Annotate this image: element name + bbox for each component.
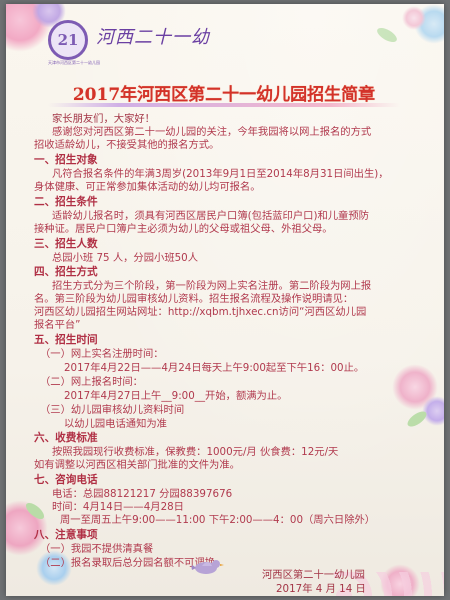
body-line: 按照我园现行收费标准，保教费：1000元/月 伙食费：12元/天 [52,446,339,458]
body-line: 身体健康、可正常参加集体活动的幼儿均可报名。 [34,181,261,193]
phone-line: 电话：总园88121217 分园88397676 [52,488,233,500]
body-line: 名。第三阶段为幼儿园审核幼儿资料。招生报名流程及操作说明请见： [34,293,354,305]
body-line: 周一至周五上午9:00——11:00 下午2:00——4：00（周六日除外） [60,514,376,526]
title-underline [48,103,400,107]
sub-item: （一）我园不提供清真餐 [40,543,154,555]
intro-line: 招收适龄幼儿，不接受其他的报名方式。 [34,139,220,151]
intro-line: 感谢您对河西区第二十一幼儿园的关注，今年我园将以网上报名的方式 [52,126,372,138]
page-title: 2017年河西区第二十一幼儿园招生简章 [72,85,376,105]
sub-item: （二）报名录取后总分园名额不可调换 [40,557,216,569]
website-line: 河西区幼儿园招生网站网址：http://xqbm.tjhxec.cn访问“河西区… [34,306,367,318]
body-line: 报名平台” [34,319,81,331]
body-line: 2017年4月27日上午__9:00__开始，额满为止。 [64,390,288,402]
section-heading: 五、招生时间 [34,334,98,346]
body-line: 以幼儿园电话通知为准 [64,418,167,430]
body-line: 凡符合报名条件的年满3周岁(2013年9月1日至2014年8月31日间出生)， [52,168,389,180]
sub-item: （一）网上实名注册时间： [40,348,164,360]
section-heading: 四、招生方式 [34,266,98,278]
flower-decoration [422,396,444,426]
sub-item: （二）网上报名时间： [40,376,143,388]
greeting-line: 家长朋友们，大家好！ [52,113,155,125]
school-logo: 21 [48,20,88,60]
footer-date: 2017年 4 月 14 日 [276,583,366,595]
flower-decoration [36,550,72,586]
body-line: 总园小班 75 人，分园小班50人 [52,252,199,264]
bird-decoration [191,560,224,574]
body-line: 如有调整以河西区相关部门批准的文件为准。 [34,459,240,471]
scallop-border-decoration [334,572,444,596]
section-heading: 二、招生条件 [34,196,98,208]
body-line: 招生方式分为三个阶段，第一阶段为网上实名注册。第二阶段为网上报 [52,280,372,292]
body-line: 2017年4月22日——4月24日每天上午9:00起至下午16：00止。 [64,362,365,374]
body-line: 适龄幼儿报名时，须具有河西区居民户口簿(包括蓝印户口)和儿童预防 [52,210,369,222]
sub-item: （三）幼儿园审核幼儿资料时间 [40,404,185,416]
section-heading: 七、咨询电话 [34,474,98,486]
school-name: 河西二十一幼 [96,27,210,48]
notice-paper [6,4,444,596]
logo-number: 21 [57,31,79,49]
flower-decoration [402,6,426,30]
body-line: 时间：4月14日——4月28日 [52,501,184,513]
section-heading: 三、招生人数 [34,238,98,250]
footer-org: 河西区第二十一幼儿园 [262,569,365,581]
body-line: 接种证。居民户口簿户主必须为幼儿的父母或祖父母、外祖父母。 [34,223,333,235]
section-heading: 一、招生对象 [34,154,98,166]
section-heading: 六、收费标准 [34,432,98,444]
logo-ring-text: 天津市河西区第二十一幼儿园 [48,60,100,65]
section-heading: 八、注意事项 [34,529,98,541]
